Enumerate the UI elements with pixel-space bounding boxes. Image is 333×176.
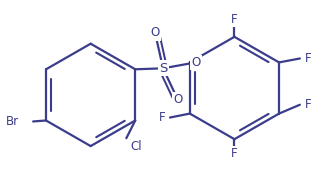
Text: S: S: [159, 62, 167, 75]
Text: O: O: [191, 56, 200, 69]
Text: F: F: [231, 147, 238, 161]
Text: F: F: [159, 111, 166, 124]
Text: F: F: [304, 52, 311, 65]
Text: O: O: [173, 93, 182, 106]
Text: Br: Br: [6, 115, 19, 128]
Text: F: F: [231, 13, 238, 26]
Text: F: F: [304, 98, 311, 111]
Text: O: O: [151, 26, 160, 39]
Text: Cl: Cl: [130, 140, 142, 153]
